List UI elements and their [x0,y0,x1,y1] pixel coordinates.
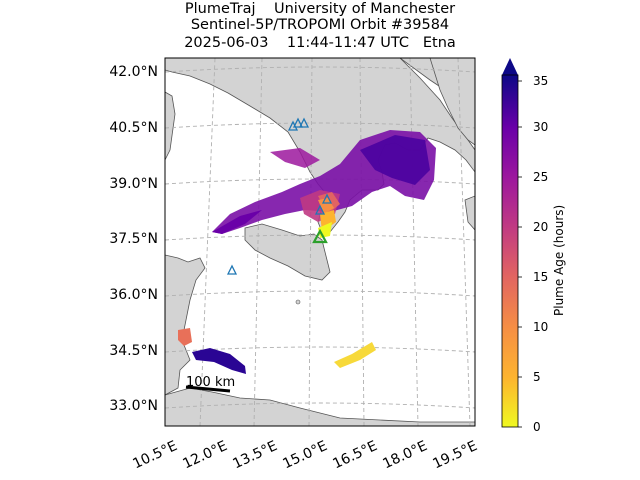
colorbar [502,75,518,427]
plume-yellow-patch [334,342,376,368]
colorbar-tick-label: 5 [533,370,541,384]
colorbar-tick-label: 25 [533,170,549,184]
source-marker-icon [292,117,304,128]
title-line-3: 2025-06-03 11:44-11:47 UTC Etna [184,35,456,51]
plume-libya-patch [192,348,246,374]
lat-tick-label: 40.5°N [109,120,158,136]
colorbar-tick-label: 0 [533,420,541,434]
colorbar-tick-label: 20 [533,220,549,234]
scale-bar-label: 100 km [186,375,235,390]
etna-volcano-icon [312,228,328,244]
lat-tick-label: 39.0°N [109,176,158,192]
map-border [164,57,476,427]
lat-tick-label: 33.0°N [109,398,158,414]
colorbar-tick-label: 35 [533,74,549,88]
scale-bar [185,385,231,393]
land-balkans [429,58,475,146]
land-malta [295,299,301,305]
lat-tick-label: 36.0°N [109,287,158,303]
source-marker-icon [321,193,333,204]
land-greece [464,195,475,231]
land-sicily [244,223,331,281]
lat-tick-label: 34.5°N [109,343,158,359]
colorbar-ticks [518,80,522,428]
source-marker-icon [314,204,326,215]
title-line-1: PlumeTraj University of Manchester [184,1,456,17]
land-sardinia [165,91,176,161]
source-markers [226,117,333,275]
plume-tunisia-patch [178,328,192,346]
colorbar-tick-label: 15 [533,270,549,284]
source-marker-icon [298,117,310,128]
colorbar-extend-arrow [502,58,518,75]
colorbar-title: Plume Age (hours) [552,204,566,316]
lat-tick-label: 37.5°N [109,231,158,247]
map-content: 100 km [165,58,475,426]
land-tunisia [165,254,206,396]
source-marker-icon [226,264,238,275]
lat-tick-label: 42.0°N [109,64,158,80]
colorbar-tick-label: 30 [533,120,549,134]
land-libya [165,387,475,426]
title-line-2: Sentinel-5P/TROPOMI Orbit #39584 [190,17,450,33]
colorbar-tick-label: 10 [533,320,549,334]
